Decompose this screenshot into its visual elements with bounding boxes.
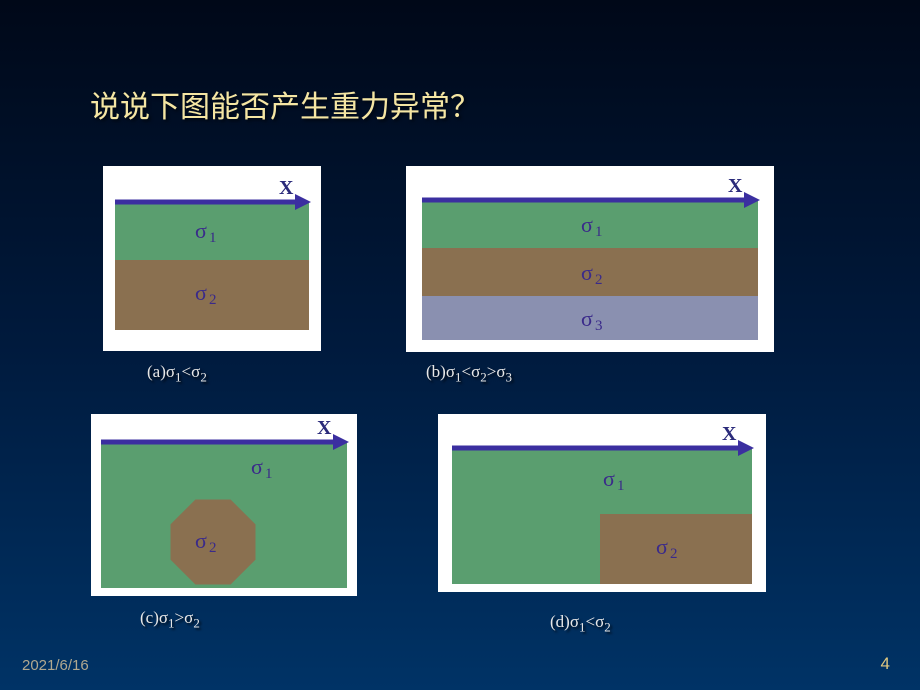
svg-text:3: 3 [595, 318, 603, 334]
figure-d: σ1σ2X [438, 414, 766, 592]
svg-text:1: 1 [617, 478, 625, 494]
footer-page-number: 4 [881, 654, 890, 674]
svg-text:σ: σ [195, 280, 207, 305]
svg-text:X: X [317, 417, 332, 439]
figure-c: σ1σ2X [91, 414, 357, 596]
footer-date: 2021/6/16 [22, 657, 89, 674]
svg-text:1: 1 [265, 466, 273, 482]
caption-c: (c)σ1>σ2 [140, 608, 200, 631]
caption-d: (d)σ1<σ2 [550, 612, 611, 635]
svg-text:σ: σ [656, 534, 668, 559]
svg-text:σ: σ [195, 528, 207, 553]
figure-b: σ1σ2σ3X [406, 166, 774, 352]
svg-text:σ: σ [195, 218, 207, 243]
svg-text:1: 1 [595, 224, 603, 240]
svg-text:σ: σ [581, 306, 593, 331]
svg-text:σ: σ [251, 454, 263, 479]
svg-text:X: X [279, 177, 294, 199]
caption-a: (a)σ1<σ2 [147, 362, 207, 385]
figure-a: σ1σ2X [103, 166, 321, 351]
svg-text:σ: σ [581, 260, 593, 285]
svg-text:σ: σ [603, 466, 615, 491]
svg-text:σ: σ [581, 212, 593, 237]
svg-text:2: 2 [209, 292, 217, 308]
svg-text:2: 2 [209, 540, 217, 556]
svg-text:1: 1 [209, 230, 217, 246]
svg-text:X: X [722, 423, 737, 445]
svg-text:2: 2 [670, 546, 678, 562]
svg-text:X: X [728, 175, 743, 197]
slide-title: 说说下图能否产生重力异常？ [90, 82, 480, 126]
caption-b: (b)σ1<σ2>σ3 [426, 362, 512, 385]
svg-text:2: 2 [595, 272, 603, 288]
